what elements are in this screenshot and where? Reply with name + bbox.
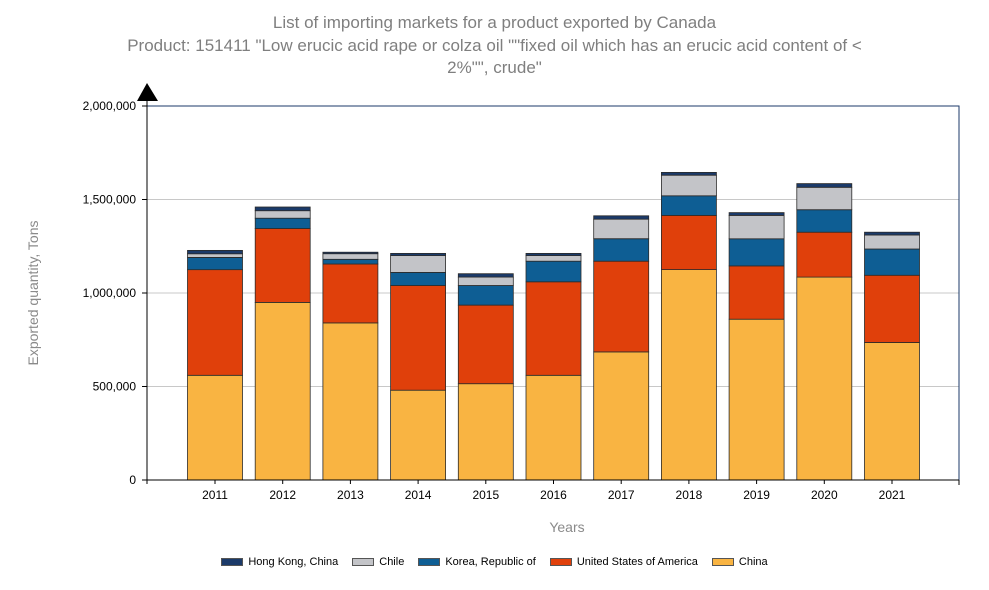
y-tick-label: 1,500,000 xyxy=(83,193,137,207)
bar-segment-2014-hong-kong-china xyxy=(390,252,447,256)
x-axis-title: Years xyxy=(549,519,584,535)
bar-segment-2020-hong-kong-china xyxy=(796,183,853,188)
bars xyxy=(187,171,920,481)
bar-segment-2012-united-states-of-america xyxy=(254,228,311,303)
bar-segment-2016-united-states-of-america xyxy=(525,281,582,376)
bar-segment-2011-united-states-of-america xyxy=(187,269,243,376)
bar-segment-2018-china xyxy=(661,269,717,481)
x-tick-label: 2018 xyxy=(676,488,703,502)
bar-segment-2015-hong-kong-china xyxy=(457,273,514,278)
bar-segment-2020-chile xyxy=(796,186,853,211)
bar-segment-2011-china xyxy=(187,374,243,481)
bar-segment-2012-china xyxy=(254,301,311,481)
legend-item: United States of America xyxy=(549,556,698,568)
bar-segment-2014-chile xyxy=(390,255,447,273)
bar-segment-2018-hong-kong-china xyxy=(661,171,717,176)
y-tick-label: 1,000,000 xyxy=(83,286,137,300)
tick-labels: 0 500,000 1,000,000 1,500,000 2,000,000 2011 2… xyxy=(83,99,906,502)
legend-swatch xyxy=(352,558,375,566)
y-axis-title: Exported quantity, Tons xyxy=(25,220,41,365)
bar-segment-2011-hong-kong-china xyxy=(187,249,243,255)
bar-segment-2018-united-states-of-america xyxy=(661,214,717,270)
bar-segment-2012-korea-republic-of xyxy=(254,217,311,229)
bar-segment-2014-united-states-of-america xyxy=(390,285,447,391)
bar-segment-2020-korea-republic-of xyxy=(796,209,853,233)
bar-segment-2017-china xyxy=(593,351,650,481)
bar-segment-2018-chile xyxy=(661,174,717,197)
bar-segment-2012-hong-kong-china xyxy=(254,206,311,212)
bar-segment-2021-united-states-of-america xyxy=(864,274,920,343)
legend-swatch xyxy=(549,558,572,566)
bar-segment-2019-korea-republic-of xyxy=(728,238,785,267)
x-tick-label: 2013 xyxy=(337,488,364,502)
legend-label: Korea, Republic of xyxy=(445,556,536,568)
y-tick-label: 500,000 xyxy=(93,380,137,394)
bar-segment-2013-korea-republic-of xyxy=(322,258,379,265)
y-tick-label: 2,000,000 xyxy=(83,99,137,113)
chart-subtitle-line-2: 2%"", crude" xyxy=(447,58,542,77)
x-tick-label: 2012 xyxy=(269,488,296,502)
bar-segment-2015-chile xyxy=(457,276,514,286)
bar-segment-2013-chile xyxy=(322,253,379,260)
legend-label: United States of America xyxy=(576,556,698,568)
bar-segment-2011-korea-republic-of xyxy=(187,257,243,271)
bar-segment-2012-chile xyxy=(254,210,311,219)
legend-label: Hong Kong, China xyxy=(248,556,339,568)
legend-swatch xyxy=(711,558,734,566)
bar-segment-2013-hong-kong-china xyxy=(322,251,379,255)
legend-label: Chile xyxy=(379,556,405,568)
bar-segment-2019-hong-kong-china xyxy=(728,212,785,216)
bar-segment-2018-korea-republic-of xyxy=(661,195,717,216)
bar-segment-2015-united-states-of-america xyxy=(457,304,514,385)
bar-segment-2021-hong-kong-china xyxy=(864,231,920,236)
bar-segment-2013-china xyxy=(322,322,379,481)
chart-title: List of importing markets for a product … xyxy=(272,13,717,32)
y-axis-arrow-icon xyxy=(137,83,158,101)
legend-item: Hong Kong, China xyxy=(221,556,338,568)
bar-segment-2020-united-states-of-america xyxy=(796,231,853,278)
bar-segment-2014-china xyxy=(390,389,447,481)
x-tick-label: 2020 xyxy=(811,488,838,502)
bar-segment-2021-chile xyxy=(864,234,920,250)
bar-segment-2016-korea-republic-of xyxy=(525,260,582,283)
bar-segment-2016-china xyxy=(525,374,582,481)
x-tick-label: 2011 xyxy=(202,488,228,502)
bar-segment-2021-korea-republic-of xyxy=(864,248,920,276)
bar-segment-2019-united-states-of-america xyxy=(728,265,785,320)
bar-segment-2017-united-states-of-america xyxy=(593,260,650,353)
x-tick-label: 2021 xyxy=(879,488,906,502)
bar-segment-2019-china xyxy=(728,318,785,481)
legend-swatch xyxy=(418,558,441,566)
x-tick-label: 2016 xyxy=(540,488,567,502)
bar-segment-2017-korea-republic-of xyxy=(593,238,650,262)
chart-subtitle-line-1: Product: 151411 "Low erucic acid rape or… xyxy=(127,36,862,55)
bar-segment-2016-hong-kong-china xyxy=(525,252,582,256)
bar-segment-2013-united-states-of-america xyxy=(322,263,379,324)
x-tick-label: 2014 xyxy=(405,488,432,502)
bar-segment-2011-chile xyxy=(187,253,243,258)
bar-segment-2019-chile xyxy=(728,214,785,240)
legend-label: China xyxy=(738,556,768,568)
bar-segment-2020-china xyxy=(796,276,853,481)
y-tick-label: 0 xyxy=(129,473,136,487)
x-tick-label: 2015 xyxy=(472,488,499,502)
bar-segment-2014-korea-republic-of xyxy=(390,271,447,286)
legend-item: Chile xyxy=(352,556,404,568)
bar-segment-2017-hong-kong-china xyxy=(593,215,650,220)
bar-segment-2016-chile xyxy=(525,255,582,262)
x-tick-label: 2019 xyxy=(743,488,770,502)
axes xyxy=(137,83,960,485)
legend-item: China xyxy=(711,556,768,568)
bar-segment-2015-china xyxy=(457,383,514,481)
legend: Hong Kong, China Chile Korea, Republic of U… xyxy=(0,556,989,568)
bar-segment-2017-chile xyxy=(593,218,650,240)
bar-segment-2021-china xyxy=(864,342,920,481)
bar-segment-2015-korea-republic-of xyxy=(457,285,514,306)
legend-item: Korea, Republic of xyxy=(418,556,536,568)
legend-swatch xyxy=(221,558,244,566)
x-tick-label: 2017 xyxy=(608,488,635,502)
